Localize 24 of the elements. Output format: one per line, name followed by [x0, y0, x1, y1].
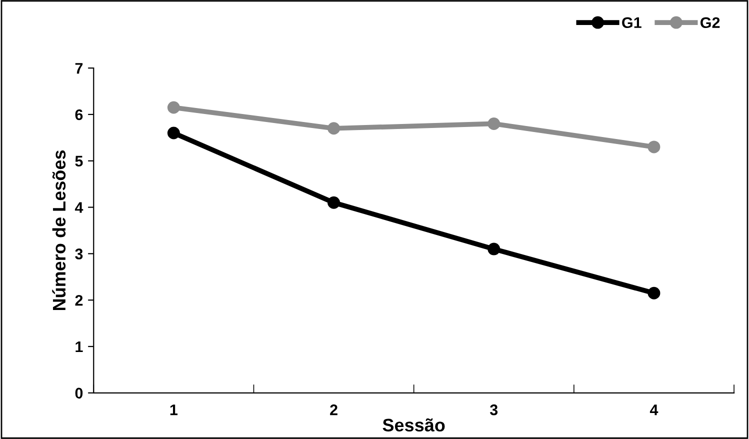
legend-label: G2: [700, 17, 720, 28]
x-tick-label: 3: [490, 404, 498, 416]
point: [488, 117, 500, 130]
y-axis-title: Número de Lesões: [52, 150, 66, 310]
point: [167, 126, 180, 140]
x-tick-label: 4: [650, 404, 658, 416]
y-tick-label: 4: [74, 202, 84, 213]
y-tick-label: 0: [75, 388, 83, 399]
y-tick-label: 1: [76, 342, 83, 352]
point: [167, 101, 180, 114]
y-tick-label: 7: [75, 63, 83, 74]
x-tick-label: 2: [330, 404, 338, 416]
y-tick-label: 3: [75, 248, 83, 260]
point: [328, 122, 340, 135]
x-axis-title: Sessão: [382, 418, 445, 432]
y-tick-label: 5: [75, 156, 83, 167]
point: [648, 286, 660, 300]
point: [328, 196, 340, 209]
legend-label: G1: [622, 17, 642, 28]
y-tick-label: 2: [75, 294, 83, 306]
point: [648, 140, 660, 154]
x-tick-label: 1: [170, 404, 178, 416]
point: [488, 242, 500, 256]
y-tick-label: 6: [75, 109, 83, 120]
